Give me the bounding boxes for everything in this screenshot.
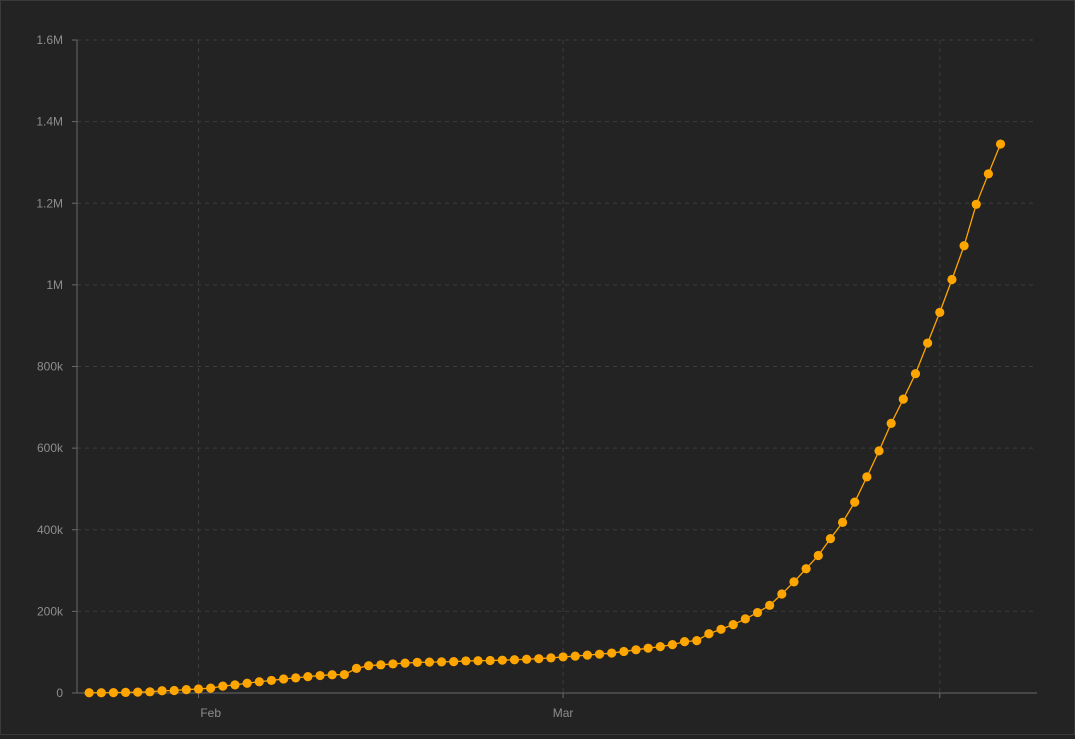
data-point: [643, 643, 653, 653]
x-tick-label: Feb: [200, 706, 221, 720]
data-point: [376, 660, 386, 670]
data-point: [740, 614, 750, 624]
data-point: [108, 688, 119, 698]
data-point: [133, 687, 143, 697]
data-point: [84, 688, 94, 698]
data-point: [121, 687, 131, 698]
data-point: [291, 673, 301, 683]
data-point: [206, 683, 216, 693]
data-point: [497, 655, 507, 665]
data-point: [339, 669, 349, 680]
data-point: [412, 657, 422, 667]
data-point: [388, 659, 398, 669]
data-point: [995, 139, 1006, 149]
data-point: [898, 394, 908, 404]
series-line: [89, 143, 1002, 694]
data-point: [461, 656, 471, 666]
data-point: [935, 307, 945, 317]
y-tick-label: 1.6M: [36, 33, 63, 47]
data-point: [910, 369, 921, 379]
data-point: [971, 199, 981, 209]
y-tick-label: 1M: [46, 278, 63, 292]
data-point: [558, 652, 568, 662]
data-point: [424, 657, 435, 667]
data-point: [765, 600, 775, 610]
data-point: [181, 685, 191, 695]
data-point: [874, 446, 884, 456]
data-point: [594, 649, 605, 659]
data-point: [825, 534, 836, 544]
y-tick-label: 1.2M: [36, 196, 63, 210]
data-point: [801, 564, 811, 574]
data-point: [837, 517, 848, 527]
data-point: [704, 629, 714, 639]
data-point: [230, 680, 240, 690]
x-tick-label: Mar: [553, 706, 574, 720]
data-point: [692, 636, 702, 646]
data-point: [983, 169, 993, 179]
data-point: [728, 620, 738, 630]
data-point: [679, 637, 690, 647]
grid: [77, 39, 1037, 693]
data-point: [315, 670, 325, 681]
data-point: [789, 577, 799, 587]
data-point: [266, 675, 277, 686]
data-point: [254, 677, 264, 687]
data-point: [631, 645, 641, 655]
data-point: [813, 550, 823, 561]
data-point: [582, 650, 592, 660]
data-point: [546, 653, 556, 663]
data-point: [218, 681, 228, 691]
data-point: [242, 678, 252, 688]
y-tick-label: 0: [56, 686, 63, 700]
data-point: [619, 646, 629, 657]
data-point: [157, 686, 167, 696]
data-point: [364, 661, 374, 671]
data-point: [777, 589, 787, 599]
data-point: [485, 655, 495, 666]
data-point: [959, 241, 969, 251]
data-point: [655, 642, 665, 652]
data-point: [947, 274, 957, 285]
data-point: [327, 670, 337, 680]
data-point: [862, 472, 872, 482]
data-point: [436, 657, 447, 667]
y-tick-label: 400k: [37, 523, 64, 537]
data-point: [400, 658, 410, 668]
series-confirmed: [84, 139, 1006, 698]
data-point: [509, 655, 520, 665]
axes: [72, 39, 1037, 698]
data-point: [449, 657, 459, 667]
data-point: [886, 418, 896, 428]
data-point: [145, 687, 155, 697]
data-point: [923, 338, 933, 348]
data-point: [522, 654, 532, 664]
y-tick-label: 200k: [37, 604, 64, 618]
data-point: [278, 674, 289, 684]
y-tick-label: 600k: [37, 441, 64, 455]
data-point: [473, 656, 483, 666]
data-point: [716, 624, 726, 634]
data-point: [850, 497, 860, 507]
data-point: [169, 685, 179, 696]
y-tick-label: 1.4M: [36, 115, 63, 129]
data-point: [570, 651, 580, 661]
data-point: [667, 639, 678, 650]
tick-labels: 0 200k 400k 600k 800k 1M 1.2M 1.4M 1.6M Feb Mar: [36, 33, 573, 720]
y-tick-label: 800k: [37, 360, 64, 374]
data-point: [303, 672, 313, 682]
data-point: [351, 663, 362, 673]
data-point: [534, 654, 544, 664]
data-point: [193, 684, 204, 694]
data-point: [96, 688, 106, 698]
data-point: [752, 607, 763, 618]
data-point: [607, 648, 617, 658]
